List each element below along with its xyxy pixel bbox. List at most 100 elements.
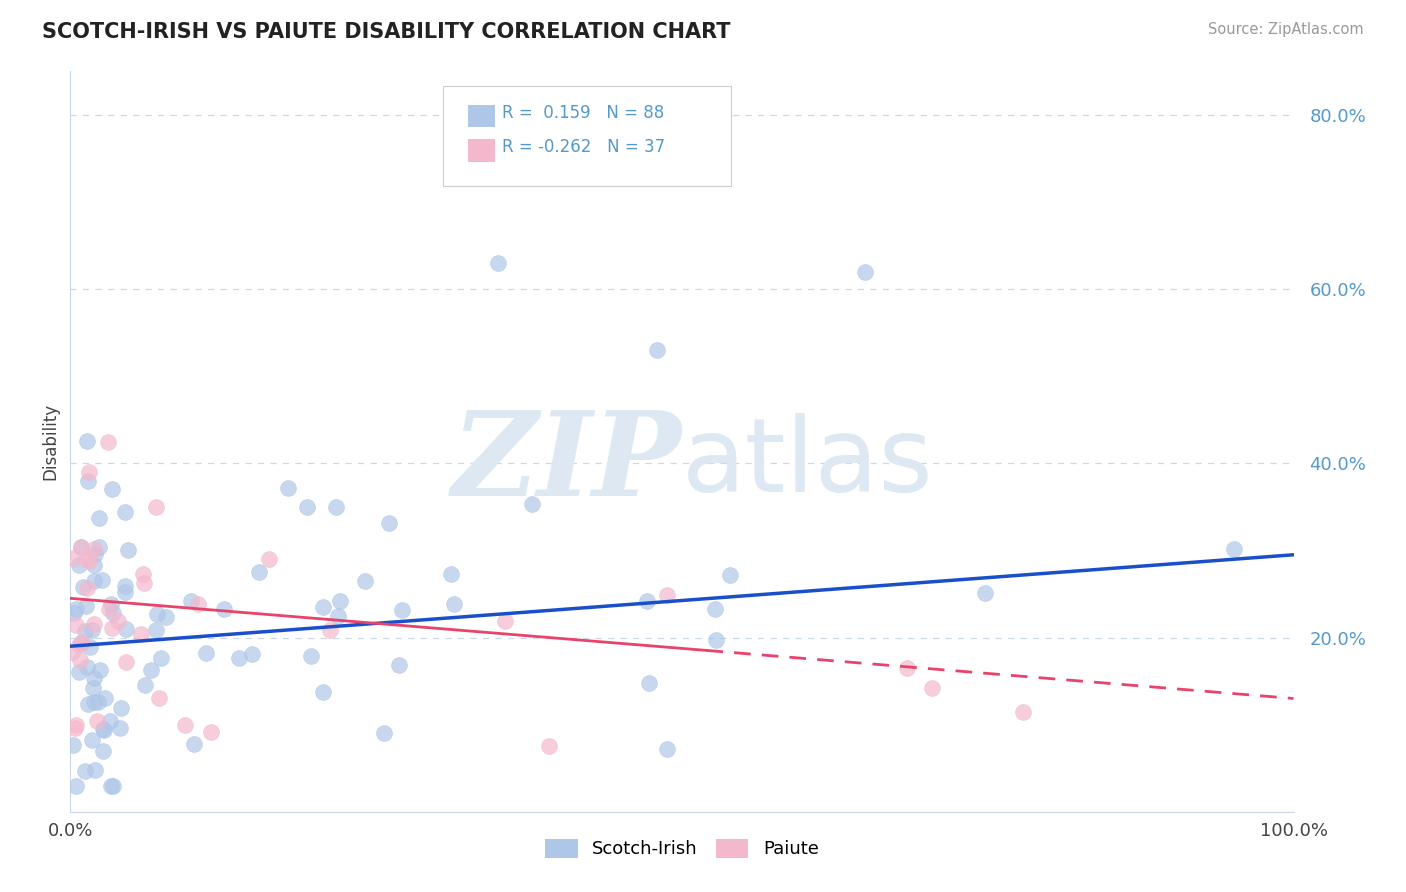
FancyBboxPatch shape: [443, 87, 731, 186]
Point: [703, 602, 725, 616]
Point: [89, 663, 111, 677]
FancyBboxPatch shape: [468, 104, 495, 127]
Point: [657, 588, 679, 602]
Text: atlas: atlas: [682, 413, 934, 515]
Point: [319, 623, 342, 637]
Point: [149, 651, 172, 665]
Point: [83, 764, 105, 778]
Point: [80, 732, 103, 747]
Point: [647, 343, 669, 357]
Point: [75, 599, 97, 613]
Point: [655, 741, 678, 756]
Point: [83, 558, 105, 572]
Point: [67, 558, 90, 572]
Point: [77, 697, 100, 711]
Point: [718, 567, 741, 582]
Point: [108, 721, 131, 735]
Point: [89, 540, 111, 554]
Point: [63, 721, 86, 735]
Point: [117, 542, 139, 557]
Point: [80, 624, 103, 638]
Point: [247, 566, 270, 580]
Point: [378, 516, 401, 530]
Point: [391, 603, 413, 617]
Point: [114, 579, 136, 593]
Point: [329, 593, 352, 607]
Point: [72, 580, 94, 594]
Point: [70, 636, 93, 650]
Point: [76, 659, 98, 673]
Point: [83, 671, 105, 685]
Point: [200, 724, 222, 739]
Point: [62, 739, 84, 753]
Point: [70, 540, 93, 554]
Point: [148, 691, 170, 706]
Point: [93, 723, 115, 737]
Point: [354, 574, 377, 588]
Point: [62, 551, 84, 566]
Point: [73, 764, 96, 778]
Point: [67, 638, 90, 652]
Point: [134, 678, 156, 692]
Point: [75, 552, 97, 566]
Point: [60, 645, 83, 659]
Point: [1012, 705, 1035, 719]
Point: [79, 640, 101, 654]
Point: [75, 624, 97, 638]
Point: [65, 618, 87, 632]
Point: [537, 739, 560, 753]
Point: [896, 660, 918, 674]
Point: [155, 610, 177, 624]
Point: [295, 500, 318, 515]
Point: [240, 647, 263, 661]
Point: [90, 573, 112, 587]
Point: [494, 614, 516, 628]
Text: SCOTCH-IRISH VS PAIUTE DISABILITY CORRELATION CHART: SCOTCH-IRISH VS PAIUTE DISABILITY CORREL…: [42, 22, 731, 42]
Point: [132, 576, 155, 591]
Point: [311, 685, 333, 699]
Point: [114, 505, 136, 519]
Point: [277, 482, 299, 496]
Point: [101, 779, 124, 793]
Text: Source: ZipAtlas.com: Source: ZipAtlas.com: [1208, 22, 1364, 37]
Point: [974, 586, 997, 600]
Point: [83, 574, 105, 589]
Point: [312, 600, 335, 615]
Point: [1223, 541, 1246, 556]
Point: [100, 597, 122, 611]
Point: [83, 695, 105, 709]
Point: [174, 718, 197, 732]
Point: [91, 744, 114, 758]
Point: [145, 624, 167, 638]
Point: [114, 584, 136, 599]
Point: [103, 607, 125, 621]
Point: [76, 434, 98, 449]
Point: [921, 681, 943, 695]
Legend: Scotch-Irish, Paiute: Scotch-Irish, Paiute: [538, 832, 825, 865]
Point: [76, 581, 98, 595]
Point: [98, 714, 121, 729]
Point: [101, 483, 124, 497]
Point: [97, 434, 120, 449]
Point: [107, 615, 129, 629]
Point: [115, 622, 138, 636]
Point: [228, 651, 250, 665]
Point: [520, 497, 543, 511]
Point: [183, 738, 205, 752]
Y-axis label: Disability: Disability: [41, 403, 59, 480]
Point: [63, 606, 86, 620]
Point: [855, 265, 877, 279]
Point: [488, 256, 510, 270]
Point: [146, 607, 169, 621]
Point: [82, 681, 104, 695]
Point: [180, 594, 202, 608]
Point: [86, 714, 108, 729]
Point: [443, 598, 465, 612]
Point: [77, 475, 100, 489]
Point: [91, 722, 114, 736]
Text: R = -0.262   N = 37: R = -0.262 N = 37: [502, 138, 665, 156]
Point: [214, 602, 236, 616]
Point: [69, 653, 91, 667]
Point: [93, 690, 115, 705]
Point: [70, 540, 93, 554]
